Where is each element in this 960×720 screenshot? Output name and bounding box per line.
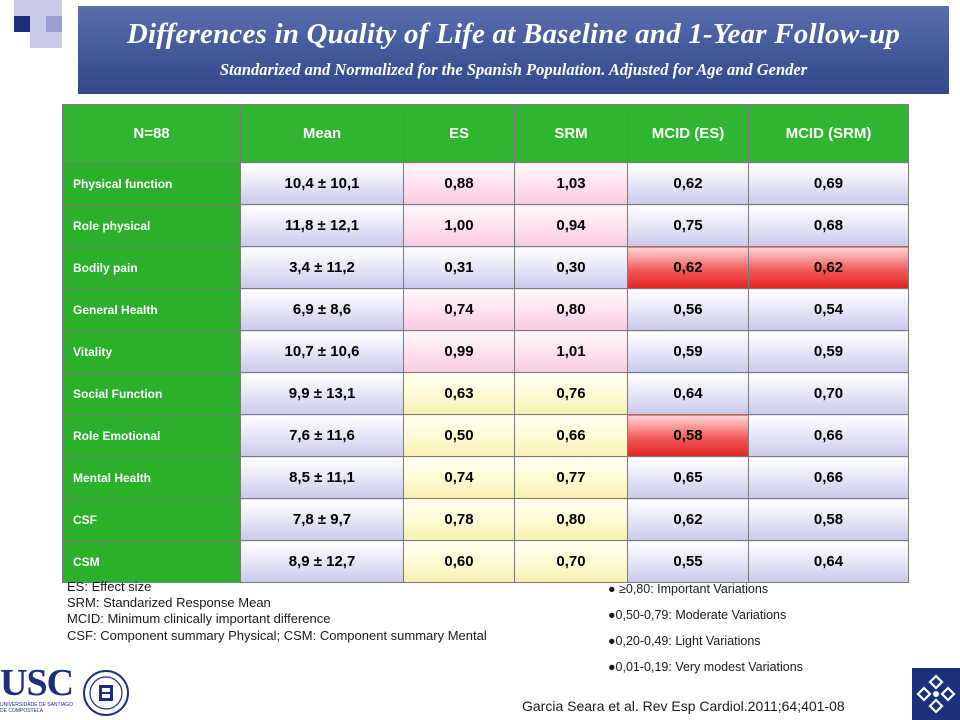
table-cell: 0,62 [627, 162, 749, 205]
row-label: CSF [62, 498, 241, 541]
citation: Garcia Seara et al. Rev Esp Cardiol.2011… [522, 698, 845, 714]
table-cell: 0,31 [403, 246, 515, 289]
usc-logo-text: USC [0, 662, 74, 704]
table-header-row: N=88 Mean ES SRM MCID (ES) MCID (SRM) [62, 104, 909, 163]
table-row: Vitality 10,7 ± 10,6 0,99 1,01 0,59 0,59 [62, 330, 909, 373]
table-cell: 1,00 [403, 204, 515, 247]
table-cell: 0,70 [748, 372, 909, 415]
table-cell: 0,62 [627, 498, 749, 541]
table-row: Social Function 9,9 ± 13,1 0,63 0,76 0,64 0,7… [62, 372, 909, 415]
table-cell: 0,56 [627, 288, 749, 331]
row-label: CSM [62, 540, 241, 583]
table-cell: 0,66 [514, 414, 628, 457]
abbreviation-line: CSF: Component summary Physical; CSM: Co… [67, 627, 487, 643]
column-header: ES [403, 104, 515, 163]
abbreviation-line: MCID: Minimum clinically important diffe… [67, 611, 331, 627]
row-label: Vitality [62, 330, 241, 373]
university-seal-icon [83, 670, 129, 716]
table-cell: 0,59 [627, 330, 749, 373]
table-cell: 0,88 [403, 162, 515, 205]
table-cell: 1,01 [514, 330, 628, 373]
table-cell: 0,65 [627, 456, 749, 499]
row-label: General Health [62, 288, 241, 331]
column-header: Mean [240, 104, 404, 163]
variation-legend: ● ≥0,80: Important Variations ●0,50-0,79… [608, 582, 803, 686]
table-cell: 7,6 ± 11,6 [240, 414, 404, 457]
abbreviations-note: ES: Effect size SRM: Standarized Respons… [67, 579, 487, 644]
table-cell: 0,60 [403, 540, 515, 583]
table-cell: 0,59 [748, 330, 909, 373]
table-cell: 0,66 [748, 456, 909, 499]
column-header: MCID (ES) [627, 104, 749, 163]
table-cell: 0,55 [627, 540, 749, 583]
legend-item: ●0,50-0,79: Moderate Variations [608, 608, 787, 622]
table-cell: 10,7 ± 10,6 [240, 330, 404, 373]
row-label: Social Function [62, 372, 241, 415]
table-cell: 0,69 [748, 162, 909, 205]
table-cell: 0,78 [403, 498, 515, 541]
table-cell: 0,99 [403, 330, 515, 373]
table-cell: 0,80 [514, 288, 628, 331]
table-cell: 0,70 [514, 540, 628, 583]
table-cell: 1,03 [514, 162, 628, 205]
legend-item: ●0,20-0,49: Light Variations [608, 634, 761, 648]
row-label: Role physical [62, 204, 241, 247]
table-row: CSM 8,9 ± 12,7 0,60 0,70 0,55 0,64 [62, 540, 909, 583]
table-cell: 0,64 [627, 372, 749, 415]
table-cell: 0,50 [403, 414, 515, 457]
table-row: Mental Health 8,5 ± 11,1 0,74 0,77 0,65 0,66 [62, 456, 909, 499]
table-row: CSF 7,8 ± 9,7 0,78 0,80 0,62 0,58 [62, 498, 909, 541]
table-cell: 0,64 [748, 540, 909, 583]
table-cell: 8,5 ± 11,1 [240, 456, 404, 499]
table-row: General Health 6,9 ± 8,6 0,74 0,80 0,56 0,54 [62, 288, 909, 331]
usc-logo-subtext: UNIVERSIDADE DE SANTIAGO DE COMPOSTELA [0, 702, 74, 714]
title-banner: Differences in Quality of Life at Baseli… [78, 6, 949, 94]
row-label: Physical function [62, 162, 241, 205]
table-row: Bodily pain 3,4 ± 11,2 0,31 0,30 0,62 0,62 [62, 246, 909, 289]
table-cell: 0,63 [403, 372, 515, 415]
table-cell: 0,77 [514, 456, 628, 499]
table-row: Role Emotional 7,6 ± 11,6 0,50 0,66 0,58 0,66 [62, 414, 909, 457]
usc-logo: USC UNIVERSIDADE DE SANTIAGO DE COMPOSTE… [0, 664, 80, 720]
table-cell: 0,74 [403, 456, 515, 499]
legend-item: ● ≥0,80: Important Variations [608, 582, 769, 596]
table-cell: 0,94 [514, 204, 628, 247]
table-cell: 0,54 [748, 288, 909, 331]
page-title: Differences in Quality of Life at Baseli… [126, 18, 901, 50]
page-subtitle: Standarized and Normalized for the Spani… [219, 60, 808, 79]
table-cell: 0,58 [627, 414, 749, 457]
table-row: Role physical 11,8 ± 12,1 1,00 0,94 0,75 0,68 [62, 204, 909, 247]
row-label: Mental Health [62, 456, 241, 499]
results-table: N=88 Mean ES SRM MCID (ES) MCID (SRM) Ph… [62, 104, 909, 583]
table-row: Physical function 10,4 ± 10,1 0,88 1,03 0,62… [62, 162, 909, 205]
abbreviation-line: ES: Effect size [67, 579, 152, 594]
column-header: SRM [514, 104, 628, 163]
cross-logo-icon [912, 668, 960, 720]
table-cell: 11,8 ± 12,1 [240, 204, 404, 247]
table-cell: 0,62 [627, 246, 749, 289]
table-cell: 7,8 ± 9,7 [240, 498, 404, 541]
table-cell: 0,76 [514, 372, 628, 415]
row-label: Bodily pain [62, 246, 241, 289]
table-cell: 0,66 [748, 414, 909, 457]
table-cell: 0,68 [748, 204, 909, 247]
abbreviation-line: SRM: Standarized Response Mean [67, 595, 271, 611]
legend-item: ●0,01-0,19: Very modest Variations [608, 660, 803, 674]
table-cell: 0,80 [514, 498, 628, 541]
table-cell: 10,4 ± 10,1 [240, 162, 404, 205]
table-cell: 0,74 [403, 288, 515, 331]
column-header: N=88 [62, 104, 241, 163]
table-cell: 9,9 ± 13,1 [240, 372, 404, 415]
column-header: MCID (SRM) [748, 104, 909, 163]
table-cell: 0,58 [748, 498, 909, 541]
row-label: Role Emotional [62, 414, 241, 457]
table-cell: 0,75 [627, 204, 749, 247]
corner-decoration [0, 0, 78, 60]
table-cell: 0,62 [748, 246, 909, 289]
table-cell: 0,30 [514, 246, 628, 289]
table-cell: 3,4 ± 11,2 [240, 246, 404, 289]
table-cell: 6,9 ± 8,6 [240, 288, 404, 331]
table-cell: 8,9 ± 12,7 [240, 540, 404, 583]
